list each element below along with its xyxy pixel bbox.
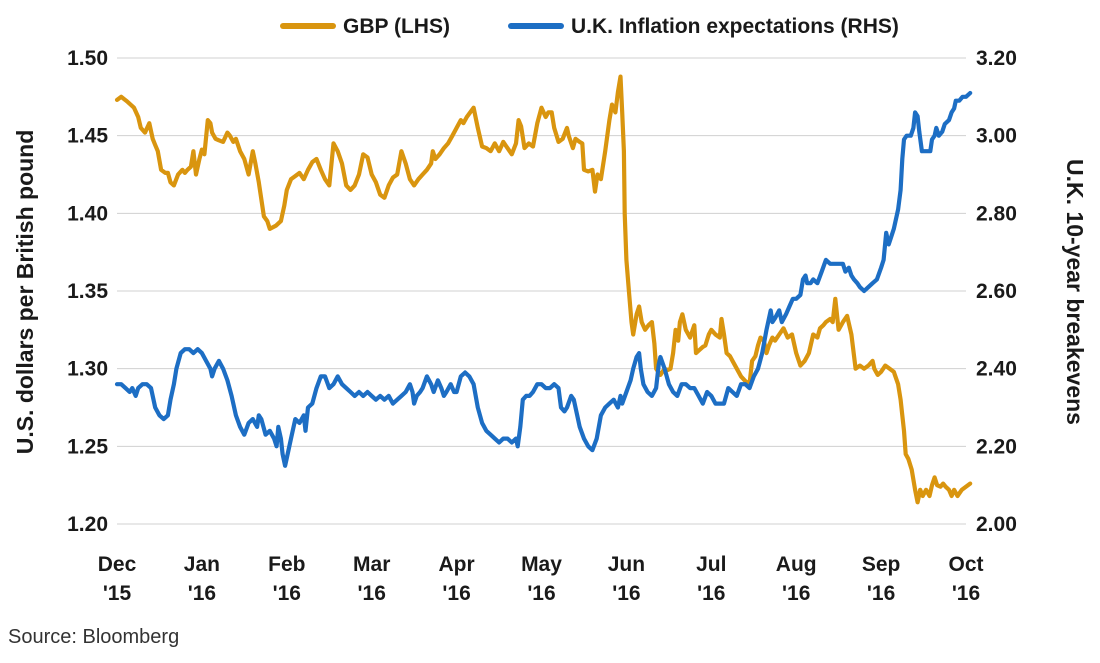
series <box>114 74 973 505</box>
x-tick-label-year: '16 <box>952 582 980 605</box>
x-tick-label-year: '16 <box>782 582 810 605</box>
y-axis-title-left: U.S. dollars per British pound <box>12 130 38 455</box>
y-tick-label-left: 1.35 <box>67 280 108 303</box>
legend: GBP (LHS) U.K. Inflation expectations (R… <box>280 15 899 38</box>
axes: 1.20 1.25 1.30 1.35 1.40 1.45 1.50 2.00 2.20 2.40… <box>67 47 1017 605</box>
x-tick-label-month: May <box>521 553 562 576</box>
x-tick-label-year: '15 <box>103 582 132 605</box>
x-tick-label-month: Jun <box>608 553 645 576</box>
x-tick-label-year: '16 <box>442 582 470 605</box>
y-tick-label-right: 3.00 <box>976 125 1017 148</box>
y-tick-label-right: 3.20 <box>976 47 1017 70</box>
y-tick-label-left: 1.30 <box>67 358 108 381</box>
y-tick-label-left: 1.20 <box>67 513 108 536</box>
legend-label-gbp: GBP (LHS) <box>343 15 450 38</box>
legend-label-inflation: U.K. Inflation expectations (RHS) <box>571 15 899 38</box>
y-tick-label-right: 2.40 <box>976 358 1017 381</box>
x-tick-label-month: Jan <box>184 553 220 576</box>
x-tick-label-month: Mar <box>353 553 390 576</box>
series-line-inflation <box>114 90 973 468</box>
x-tick-label-month: Feb <box>268 553 305 576</box>
y-tick-label-left: 1.40 <box>67 202 108 225</box>
x-tick-label-year: '16 <box>612 582 640 605</box>
series-line-gbp <box>114 74 973 505</box>
gridlines <box>117 57 966 525</box>
y-tick-label-left: 1.45 <box>67 125 108 148</box>
x-tick-label-month: Dec <box>98 553 137 576</box>
x-tick-label-year: '16 <box>527 582 555 605</box>
y-tick-label-left: 1.50 <box>67 47 108 70</box>
x-tick-label-year: '16 <box>188 582 216 605</box>
x-tick-label-month: Oct <box>948 553 983 576</box>
y-tick-label-right: 2.00 <box>976 513 1017 536</box>
x-tick-label-year: '16 <box>273 582 301 605</box>
x-tick-label-month: Sep <box>862 553 901 576</box>
x-tick-label-month: Aug <box>776 553 817 576</box>
y-tick-label-right: 2.80 <box>976 202 1017 225</box>
source-note: Source: Bloomberg <box>8 626 180 648</box>
x-tick-label-year: '16 <box>867 582 895 605</box>
x-tick-label-year: '16 <box>358 582 386 605</box>
x-tick-label-year: '16 <box>697 582 725 605</box>
y-axis-title-right: U.K. 10-year breakevens <box>1062 159 1088 425</box>
x-tick-label-month: Jul <box>696 553 726 576</box>
y-tick-label-right: 2.20 <box>976 435 1017 458</box>
y-tick-label-left: 1.25 <box>67 435 108 458</box>
y-tick-label-right: 2.60 <box>976 280 1017 303</box>
x-tick-label-month: Apr <box>439 553 475 576</box>
chart: 1.20 1.25 1.30 1.35 1.40 1.45 1.50 2.00 2.20 2.40… <box>12 15 1088 605</box>
